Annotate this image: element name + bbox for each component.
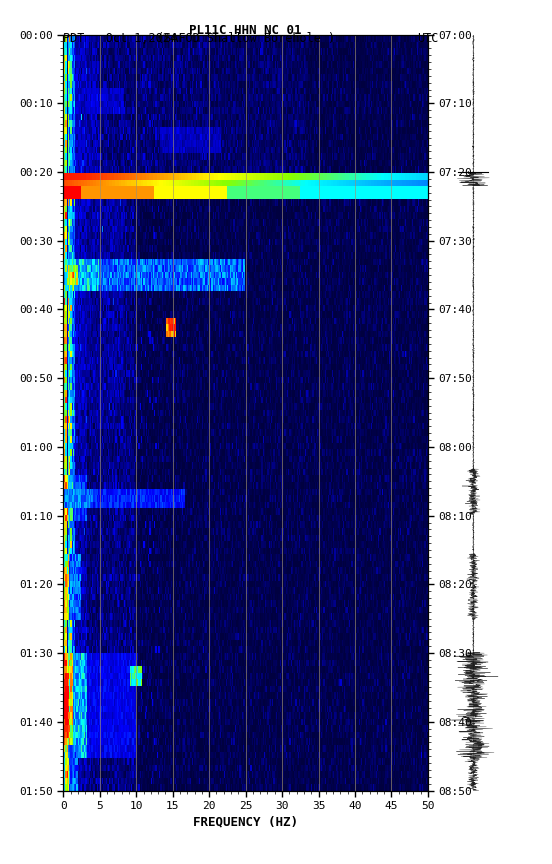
Text: PL11C HHN NC 01: PL11C HHN NC 01 bbox=[189, 24, 302, 37]
X-axis label: FREQUENCY (HZ): FREQUENCY (HZ) bbox=[193, 815, 298, 828]
Text: PDT   Oct 1,2024: PDT Oct 1,2024 bbox=[63, 32, 178, 45]
Text: (SAFOD Shallow Borehole ): (SAFOD Shallow Borehole ) bbox=[157, 32, 335, 45]
Text: UTC: UTC bbox=[417, 32, 438, 45]
